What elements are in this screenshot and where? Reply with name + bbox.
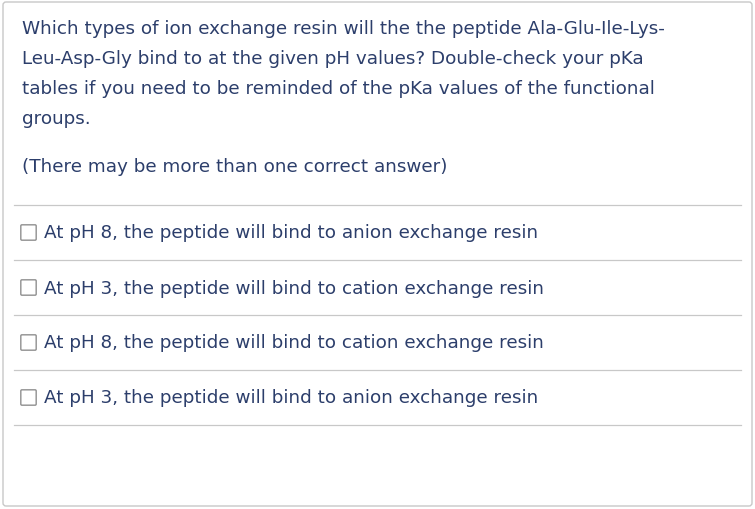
Text: At pH 8, the peptide will bind to anion exchange resin: At pH 8, the peptide will bind to anion … bbox=[44, 224, 538, 242]
Text: At pH 3, the peptide will bind to cation exchange resin: At pH 3, the peptide will bind to cation… bbox=[44, 279, 544, 297]
Text: tables if you need to be reminded of the pKa values of the functional: tables if you need to be reminded of the… bbox=[22, 80, 655, 98]
Text: (There may be more than one correct answer): (There may be more than one correct answ… bbox=[22, 158, 448, 176]
FancyBboxPatch shape bbox=[21, 225, 36, 241]
Text: groups.: groups. bbox=[22, 110, 91, 128]
Text: At pH 8, the peptide will bind to cation exchange resin: At pH 8, the peptide will bind to cation… bbox=[44, 334, 544, 352]
FancyBboxPatch shape bbox=[21, 280, 36, 296]
FancyBboxPatch shape bbox=[21, 390, 36, 405]
Text: At pH 3, the peptide will bind to anion exchange resin: At pH 3, the peptide will bind to anion … bbox=[44, 389, 538, 407]
Text: Which types of ion exchange resin will the the peptide Ala-Glu-Ile-Lys-: Which types of ion exchange resin will t… bbox=[22, 20, 665, 38]
FancyBboxPatch shape bbox=[21, 335, 36, 351]
FancyBboxPatch shape bbox=[3, 3, 752, 506]
Text: Leu-Asp-Gly bind to at the given pH values? Double-check your pKa: Leu-Asp-Gly bind to at the given pH valu… bbox=[22, 50, 643, 68]
